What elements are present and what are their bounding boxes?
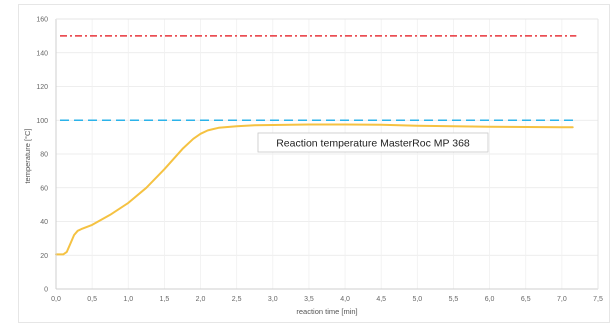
y-tick-label: 60: [40, 185, 48, 192]
series-line: [55, 123, 574, 256]
annotation-box: Reaction temperature MasterRoc MP 368: [257, 132, 489, 153]
y-tick-label: 40: [40, 219, 48, 226]
x-tick-labels: 0,0 0,5 1,0 1,5 2,0 2,5 3,0 3,5 4,0 4,5 5,0 5,5 6,0 6…: [51, 296, 603, 303]
x-tick-label: 5,5: [449, 296, 459, 303]
x-tick-label: 0,0: [51, 296, 61, 303]
annotation-label: Reaction temperature MasterRoc MP 368: [276, 138, 470, 150]
y-tick-label: 120: [36, 84, 48, 91]
x-axis-label: reaction time [min]: [296, 307, 357, 316]
x-tick-label: 5,0: [412, 296, 422, 303]
y-tick-label: 160: [36, 17, 48, 24]
x-tick-label: 3,5: [304, 296, 314, 303]
x-tick-label: 4,5: [376, 296, 386, 303]
x-tick-label: 7,5: [593, 296, 603, 303]
x-tick-label: 6,0: [485, 296, 495, 303]
y-tick-labels: 0 20 40 60 80 100 120 140 160: [36, 17, 48, 294]
x-tick-label: 1,0: [123, 296, 133, 303]
series-layer: [55, 123, 574, 256]
x-tick-label: 4,0: [340, 296, 350, 303]
reference-lines: [60, 35, 577, 122]
x-tick-label: 1,5: [160, 296, 170, 303]
y-tick-label: 140: [36, 50, 48, 57]
x-tick-label: 2,5: [232, 296, 242, 303]
chart-outer-border: [18, 4, 610, 323]
y-tick-label: 80: [40, 152, 48, 159]
y-tick-label: 20: [40, 253, 48, 260]
x-tick-label: 7,0: [557, 296, 567, 303]
y-tick-label: 0: [44, 287, 48, 294]
y-axis-label: temperature [°C]: [23, 128, 32, 183]
annotation-box-rect: [257, 132, 489, 153]
x-tick-label: 6,5: [521, 296, 531, 303]
x-tick-label: 2,0: [196, 296, 206, 303]
x-tick-label: 3,0: [268, 296, 278, 303]
x-tick-label: 0,5: [87, 296, 97, 303]
axes: [55, 18, 599, 290]
y-tick-label: 100: [36, 118, 48, 125]
